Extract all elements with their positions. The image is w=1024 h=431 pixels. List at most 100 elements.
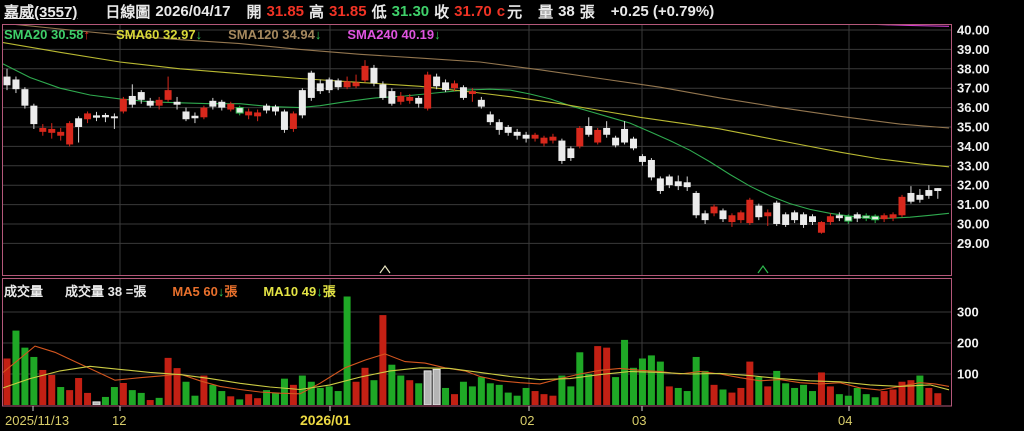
volume-bar: [164, 357, 172, 405]
candle: [84, 111, 92, 124]
candle: [934, 188, 942, 199]
volume-bar: [48, 374, 56, 405]
candle: [451, 80, 458, 92]
volume-ma10-line: [3, 365, 950, 391]
volume-bar: [549, 395, 557, 405]
sma120-label: SMA120: [228, 27, 279, 42]
candle: [227, 101, 235, 112]
vol-ma5-indicator[interactable]: MA5 60↓張: [172, 281, 237, 300]
volume-axis-label: 100: [957, 367, 979, 382]
candle: [388, 88, 396, 106]
sma240-value: 40.19: [401, 27, 435, 42]
volume-bar: [12, 330, 20, 405]
candle: [755, 203, 763, 221]
candle: [93, 111, 100, 122]
volume-bar: [146, 400, 154, 405]
candle: [254, 109, 262, 122]
volume-bar: [522, 387, 530, 405]
volume-bar: [128, 390, 136, 405]
volume-label: 量: [538, 4, 554, 21]
volume-bar: [782, 383, 790, 405]
candle: [209, 97, 217, 110]
volume-bar: [289, 384, 297, 405]
volume-bar: [907, 380, 915, 405]
volume-bar: [468, 386, 476, 405]
volume-bar: [862, 394, 870, 405]
candle: [809, 214, 816, 225]
volume-bar: [200, 375, 208, 405]
volume-unit: 張: [579, 4, 595, 21]
candle: [907, 186, 915, 204]
low-label: 低: [371, 4, 387, 21]
volume-bar: [612, 377, 620, 405]
volume-bar: [343, 296, 351, 405]
candle: [603, 121, 611, 138]
gridlines: [3, 25, 951, 404]
candle: [477, 96, 485, 109]
stock-symbol[interactable]: 嘉威(3557): [4, 4, 78, 21]
volume-bar: [432, 368, 441, 405]
candle: [549, 133, 557, 144]
candle: [298, 88, 306, 119]
price-axis-label: 36.00: [957, 100, 990, 115]
candle: [459, 85, 467, 100]
volume-bar: [755, 377, 763, 405]
x-axis-label: 2025/11/13: [5, 413, 69, 428]
sma120-line: [15, 25, 950, 129]
candle: [889, 212, 897, 222]
volume-bar: [656, 361, 664, 405]
candle: [486, 111, 494, 126]
volume-bar: [898, 381, 906, 405]
vol-ma10-indicator[interactable]: MA10 49↓張: [263, 281, 335, 300]
volume-bar: [57, 387, 65, 405]
sma-indicator-row: SMA20 30.58↑ SMA60 32.97↓ SMA120 34.94↓ …: [4, 27, 467, 42]
candle: [173, 96, 181, 110]
sma240-indicator[interactable]: SMA240 40.19↓: [347, 27, 440, 42]
candle: [925, 185, 933, 199]
volume-bar: [916, 375, 924, 405]
sma120-indicator[interactable]: SMA120 34.94↓: [228, 27, 321, 42]
candle: [191, 112, 199, 124]
candle: [406, 94, 414, 104]
volume-bar: [817, 372, 825, 405]
volume-bar: [84, 392, 92, 405]
candle: [701, 210, 709, 224]
volume-bar: [39, 369, 47, 405]
volume-bars: [3, 296, 942, 405]
volume-bar: [263, 390, 271, 405]
candle: [871, 214, 880, 224]
vol-ma10-label: MA10: [263, 284, 299, 299]
candle: [433, 73, 441, 90]
candle: [916, 189, 924, 203]
sma20-indicator[interactable]: SMA20 30.58↑: [4, 27, 90, 42]
volume-bar: [352, 381, 360, 405]
volume-axis-label: 300: [957, 305, 979, 320]
candle: [289, 111, 297, 132]
candle: [764, 209, 772, 226]
volume-bar: [397, 375, 405, 405]
volume-bar: [594, 346, 602, 405]
volume-bar: [558, 375, 566, 405]
volume-pane-label[interactable]: 成交量: [4, 284, 44, 299]
chart-date: 2026/04/17: [155, 3, 231, 20]
volume-series: 成交量 38 =張: [65, 281, 146, 300]
sma120-down-arrow-icon: ↓: [314, 27, 322, 42]
chart-type-label[interactable]: 日線圖: [105, 4, 151, 21]
sma20-up-arrow-icon: ↑: [83, 27, 91, 42]
candle: [272, 104, 279, 116]
candle: [513, 128, 521, 140]
candle: [630, 136, 637, 151]
volume-bar: [567, 386, 575, 405]
volume-bar: [182, 381, 190, 405]
price-axis-label: 38.00: [957, 61, 990, 76]
volume-bar: [459, 381, 467, 405]
candle: [844, 214, 853, 224]
sma60-indicator[interactable]: SMA60 32.97↓: [116, 27, 202, 42]
volume-bar: [800, 384, 808, 405]
candle: [101, 113, 109, 123]
candle: [307, 70, 315, 101]
volume-bar: [638, 358, 646, 405]
volume-bar: [191, 395, 199, 405]
volume-bar: [92, 401, 101, 405]
